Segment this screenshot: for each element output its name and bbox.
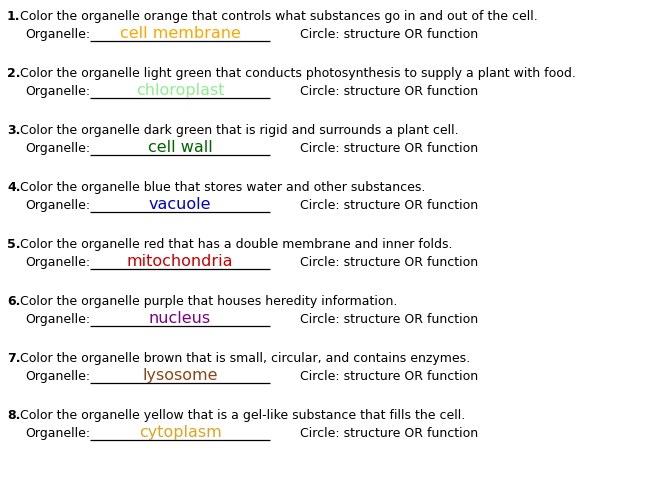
Text: Circle: structure OR function: Circle: structure OR function	[300, 28, 478, 41]
Text: Circle: structure OR function: Circle: structure OR function	[300, 370, 478, 383]
Text: Organelle:: Organelle:	[25, 370, 90, 383]
Text: Organelle:: Organelle:	[25, 28, 90, 41]
Text: Organelle:: Organelle:	[25, 256, 90, 269]
Text: Organelle:: Organelle:	[25, 199, 90, 212]
Text: 3.: 3.	[7, 124, 20, 137]
Text: Organelle:: Organelle:	[25, 427, 90, 440]
Text: Circle: structure OR function: Circle: structure OR function	[300, 199, 478, 212]
Text: Color the organelle red that has a double membrane and inner folds.: Color the organelle red that has a doubl…	[20, 238, 452, 251]
Text: Color the organelle purple that houses heredity information.: Color the organelle purple that houses h…	[20, 295, 397, 308]
Text: Color the organelle dark green that is rigid and surrounds a plant cell.: Color the organelle dark green that is r…	[20, 124, 459, 137]
Text: Circle: structure OR function: Circle: structure OR function	[300, 427, 478, 440]
Text: Color the organelle blue that stores water and other substances.: Color the organelle blue that stores wat…	[20, 181, 425, 194]
Text: Circle: structure OR function: Circle: structure OR function	[300, 256, 478, 269]
Text: 1.: 1.	[7, 10, 21, 23]
Text: Organelle:: Organelle:	[25, 142, 90, 155]
Text: nucleus: nucleus	[149, 311, 211, 326]
Text: chloroplast: chloroplast	[135, 83, 224, 98]
Text: 8.: 8.	[7, 409, 20, 422]
Text: Color the organelle yellow that is a gel-like substance that fills the cell.: Color the organelle yellow that is a gel…	[20, 409, 465, 422]
Text: Color the organelle light green that conducts photosynthesis to supply a plant w: Color the organelle light green that con…	[20, 67, 576, 80]
Text: mitochondria: mitochondria	[127, 254, 233, 269]
Text: Organelle:: Organelle:	[25, 85, 90, 98]
Text: 2.: 2.	[7, 67, 21, 80]
Text: lysosome: lysosome	[143, 368, 218, 383]
Text: 6.: 6.	[7, 295, 20, 308]
Text: cell membrane: cell membrane	[120, 26, 240, 41]
Text: Circle: structure OR function: Circle: structure OR function	[300, 313, 478, 326]
Text: Color the organelle brown that is small, circular, and contains enzymes.: Color the organelle brown that is small,…	[20, 352, 470, 365]
Text: Color the organelle orange that controls what substances go in and out of the ce: Color the organelle orange that controls…	[20, 10, 538, 23]
Text: 7.: 7.	[7, 352, 21, 365]
Text: Circle: structure OR function: Circle: structure OR function	[300, 85, 478, 98]
Text: cell wall: cell wall	[148, 140, 213, 155]
Text: 5.: 5.	[7, 238, 21, 251]
Text: cytoplasm: cytoplasm	[139, 425, 222, 440]
Text: 4.: 4.	[7, 181, 21, 194]
Text: vacuole: vacuole	[149, 197, 211, 212]
Text: Organelle:: Organelle:	[25, 313, 90, 326]
Text: Circle: structure OR function: Circle: structure OR function	[300, 142, 478, 155]
